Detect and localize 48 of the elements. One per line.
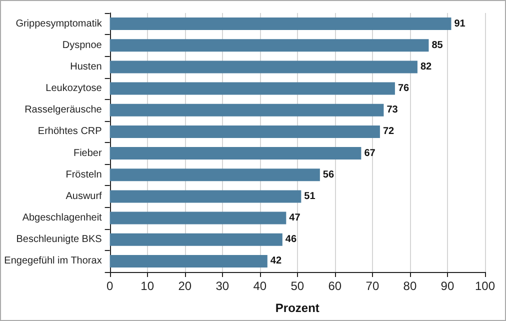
data-label: 46 <box>285 234 297 246</box>
data-label: 85 <box>432 40 444 51</box>
x-tick-label: 50 <box>290 279 304 293</box>
bar <box>110 18 452 30</box>
bar <box>110 104 384 116</box>
x-tick-label: 70 <box>366 279 380 293</box>
x-tick-label: 0 <box>106 279 114 293</box>
data-label: 67 <box>364 148 376 159</box>
x-tick-label: 100 <box>474 279 496 293</box>
bar <box>110 147 362 160</box>
y-tick-label: Beschleunigte BKS <box>16 234 102 246</box>
bar <box>110 212 286 224</box>
x-tick-label: 40 <box>253 279 267 293</box>
x-tick-label: 30 <box>216 279 230 293</box>
data-label: 72 <box>382 126 395 138</box>
bar <box>110 82 395 95</box>
bar <box>110 125 380 138</box>
y-tick-label: Husten <box>70 61 102 72</box>
bar <box>110 168 320 182</box>
y-tick-label: Engegefühl im Thorax <box>4 256 102 267</box>
y-tick-label: Erhöhtes CRP <box>38 126 102 138</box>
x-tick-label: 60 <box>328 279 342 293</box>
data-label: 76 <box>398 83 410 94</box>
bar <box>110 60 418 74</box>
y-tick-label: Frösteln <box>66 169 102 180</box>
y-tick-label: Auswurf <box>66 190 102 202</box>
bar <box>110 233 282 246</box>
data-label: 56 <box>322 169 334 180</box>
y-tick-label: Grippesymptomatik <box>16 18 103 30</box>
y-tick-label: Fieber <box>73 148 102 159</box>
x-axis-title: Prozent <box>275 301 320 315</box>
y-tick-label: Abgeschlagenheit <box>22 212 102 224</box>
data-label: 47 <box>289 212 301 224</box>
x-tick-label: 90 <box>440 279 454 293</box>
data-label: 42 <box>270 256 282 267</box>
bar <box>110 190 302 203</box>
y-tick-label: Rasselgeräusche <box>24 104 102 116</box>
data-label: 91 <box>454 18 466 30</box>
data-label: 51 <box>304 190 316 202</box>
y-tick-label: Leukozytose <box>46 83 102 94</box>
data-label: 73 <box>386 104 398 116</box>
y-tick-label: Dyspnoe <box>62 40 102 51</box>
x-tick-label: 80 <box>403 279 417 293</box>
bar <box>110 39 429 52</box>
x-tick-label: 10 <box>140 279 154 293</box>
data-label: 82 <box>420 61 432 72</box>
bar <box>110 254 268 268</box>
x-tick-label: 20 <box>178 279 192 293</box>
